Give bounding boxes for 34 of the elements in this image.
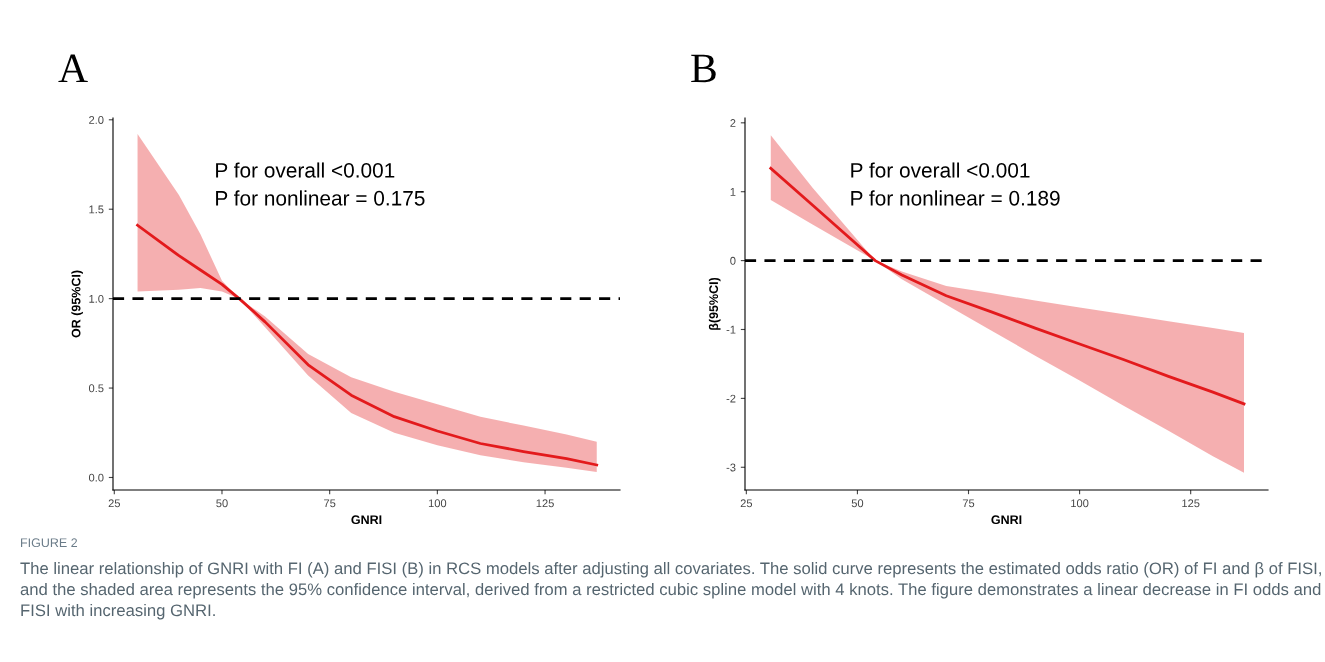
annotation: P for nonlinear = 0.175: [216, 190, 425, 206]
x-tick-label: 75: [962, 499, 975, 508]
x-tick-label: 125: [1182, 499, 1200, 508]
x-tick-label: 125: [536, 499, 554, 508]
y-tick-label: 2.0: [89, 116, 104, 124]
x-tick-label: 25: [740, 499, 753, 508]
y-tick-label: 1: [730, 188, 736, 196]
x-axis-title: GNRI: [991, 515, 1022, 525]
y-tick-label: -2: [726, 394, 736, 403]
y-tick-label: 1.5: [89, 205, 104, 214]
y-tick-label: 0: [730, 256, 736, 265]
x-tick-label: 100: [428, 499, 447, 508]
x-tick-label: 25: [108, 499, 121, 508]
y-tick-label: 0.5: [88, 384, 104, 393]
x-tick-label: 75: [324, 499, 336, 508]
y-axis-title: OR (95%CI): [71, 270, 83, 338]
text: The linear relationship of GNRI with FI (A) and FISI (B) in RCS models after adjusting all covariates. The solid curve represents the estimated odds ratio (OR) of FI and β of FISI, and the shaded area represents the 95% confidence interval, derived from a restricted cubic spline model with 4 knots. The figure demonstrates a linear decrease in FI odds and FISI with increasing GNRI.: [20, 562, 1321, 620]
y-tick-label: 0.0: [88, 473, 104, 482]
x-axis-title: GNRI: [351, 515, 382, 525]
chart-title: A: [58, 54, 88, 83]
y-axis-title: β(95%CI): [708, 277, 721, 330]
y-tick-label: -3: [726, 463, 736, 472]
line-series: [136, 223, 599, 467]
y-tick-label: 2: [730, 119, 736, 127]
chart-title: B: [691, 54, 716, 83]
y-tick-label: -1: [726, 325, 736, 334]
caption: FIGURE 2: [21, 538, 78, 548]
x-tick-label: 50: [851, 499, 864, 508]
y-tick-label: 1.0: [89, 294, 104, 303]
annotation: P for overall <0.001: [216, 162, 395, 178]
x-tick-label: 100: [1071, 499, 1089, 508]
annotation: P for nonlinear = 0.189: [851, 190, 1060, 206]
annotation: P for overall <0.001: [851, 162, 1030, 178]
x-tick-label: 50: [216, 499, 228, 508]
